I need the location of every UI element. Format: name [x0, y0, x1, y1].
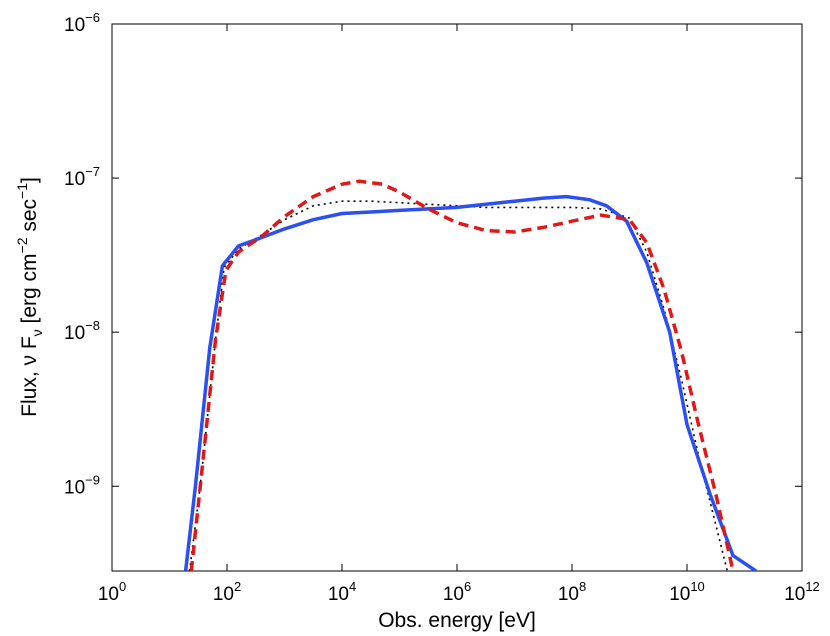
- series-line-dashed: [189, 179, 735, 571]
- plot-frame: [111, 23, 803, 572]
- y-tick-label: 10−8: [64, 318, 100, 344]
- y-label-bracket-close: ]: [18, 177, 41, 183]
- x-tick-label: 1010: [669, 579, 705, 605]
- x-tick-label: 108: [558, 579, 586, 605]
- series-line-solid: [183, 194, 757, 571]
- x-tick-label: 100: [98, 579, 126, 605]
- series-layer: [183, 179, 757, 571]
- x-axis-label: Obs. energy [eV]: [378, 609, 536, 632]
- y-tick-label: 10−7: [64, 164, 100, 190]
- x-tick-label: 104: [328, 579, 356, 605]
- series-line-dotted: [188, 200, 729, 571]
- y-axis-ticks: 10−9 10−8 10−7 10−6: [64, 10, 802, 498]
- x-tick-label: 102: [213, 579, 241, 605]
- x-tick-label: 106: [443, 579, 471, 605]
- y-label-mid: sec: [18, 199, 41, 238]
- y-axis-label: Flux, ν Fν [erg cm−2 sec−1]: [14, 177, 45, 417]
- x-tick-label: 1012: [784, 579, 820, 605]
- y-label-subscript: ν: [29, 329, 45, 336]
- y-tick-label: 10−6: [64, 10, 100, 36]
- y-tick-label: 10−9: [64, 472, 100, 498]
- x-axis-ticks: 100 102 104 106 108 1010 1012: [98, 24, 820, 605]
- y-label-superscript-1: −2: [14, 237, 30, 253]
- y-label-superscript-2: −1: [14, 183, 30, 199]
- y-label-bracket-open: [erg cm: [18, 253, 41, 329]
- y-label-prefix: Flux, ν F: [18, 336, 41, 417]
